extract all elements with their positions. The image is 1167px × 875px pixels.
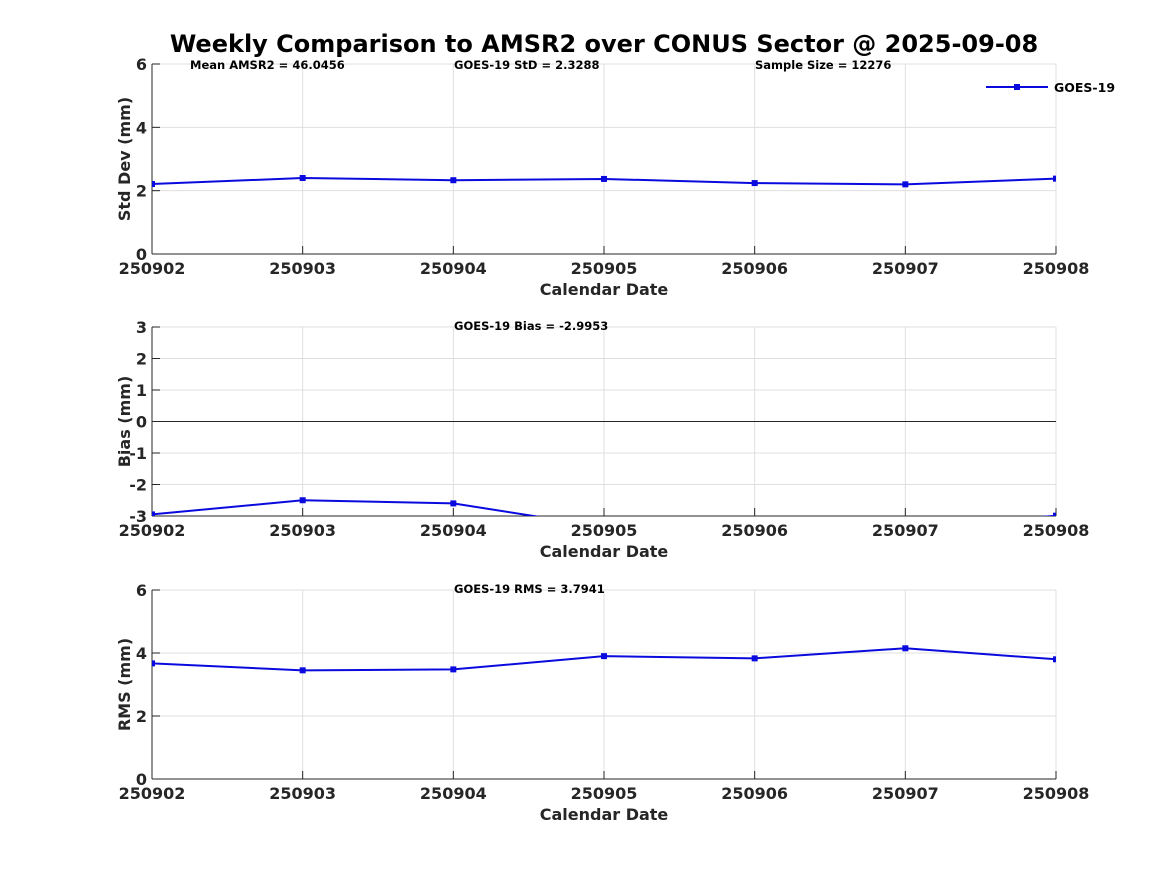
series-group (152, 497, 1056, 516)
x-tick-label: 250908 (1023, 521, 1090, 540)
series-group (152, 645, 1056, 674)
x-tick-label: 250902 (119, 784, 186, 803)
y-tick-label: -2 (129, 476, 147, 495)
x-axis-label: Calendar Date (540, 805, 669, 824)
y-tick-label: 6 (136, 55, 147, 74)
y-tick-label: -3 (129, 507, 147, 526)
x-tick-label: 250904 (420, 259, 487, 278)
y-tick-label: 0 (136, 413, 147, 432)
x-tick-label: 250908 (1023, 784, 1090, 803)
data-point (751, 655, 758, 662)
x-tick-label: 250903 (269, 521, 336, 540)
y-axis-label: Std Dev (mm) (115, 97, 134, 221)
y-axis-label: RMS (mm) (115, 638, 134, 731)
x-tick-label: 250903 (269, 784, 336, 803)
x-axis-label: Calendar Date (540, 280, 669, 299)
data-point (299, 175, 306, 181)
data-point (299, 667, 306, 674)
data-point (601, 653, 607, 660)
stat-annotation: GOES-19 StD = 2.3288 (454, 58, 599, 72)
x-tick-label: 250907 (872, 521, 939, 540)
stat-annotation: GOES-19 Bias = -2.9953 (454, 319, 608, 333)
x-tick-label: 250907 (872, 784, 939, 803)
data-point (450, 177, 457, 184)
x-tick-label: 250905 (571, 784, 638, 803)
y-tick-label: 4 (136, 118, 147, 137)
chart-panel-2: 250902 250903 250904 250905 250906 250907 2509… (115, 318, 1089, 561)
y-tick-label: 2 (136, 182, 147, 201)
figure-title: Weekly Comparison to AMSR2 over CONUS Se… (170, 30, 1038, 58)
legend-label: GOES-19 (1054, 80, 1115, 95)
y-tick-label: 2 (136, 707, 147, 726)
data-point (751, 180, 758, 187)
x-tick-label: 250904 (420, 784, 487, 803)
data-point (450, 666, 457, 673)
x-tick-label: 250905 (571, 521, 638, 540)
x-tick-label: 250902 (119, 259, 186, 278)
legend: GOES-19 (986, 80, 1115, 95)
series-group (152, 175, 1056, 188)
data-point (152, 660, 155, 667)
y-tick-label: 2 (136, 350, 147, 369)
stat-annotation: Mean AMSR2 = 46.0456 (190, 58, 345, 72)
data-point (1053, 175, 1056, 182)
data-point (902, 645, 909, 652)
y-tick-label: 3 (136, 318, 147, 337)
x-tick-label: 250903 (269, 259, 336, 278)
y-tick-label: 0 (136, 770, 147, 789)
data-point (902, 181, 909, 188)
y-axis-label: Bias (mm) (115, 376, 134, 468)
x-tick-label: 250906 (721, 784, 788, 803)
x-tick-label: 250906 (721, 259, 788, 278)
data-point (601, 175, 607, 182)
y-tick-label: 6 (136, 581, 147, 600)
x-tick-label: 250905 (571, 259, 638, 278)
x-axis-label: Calendar Date (540, 542, 669, 561)
y-tick-label: 4 (136, 644, 147, 663)
chart-panel-1: 250902 250903 250904 250905 250906 250907 2509… (115, 55, 1115, 299)
x-tick-label: 250908 (1023, 259, 1090, 278)
x-tick-label: 250907 (872, 259, 939, 278)
y-tick-label: 1 (136, 381, 147, 400)
x-tick-label: 250904 (420, 521, 487, 540)
data-point (299, 497, 306, 504)
legend-marker (1014, 84, 1020, 90)
x-tick-label: 250902 (119, 521, 186, 540)
chart-panel-3: 250902 250903 250904 250905 250906 250907 2509… (115, 581, 1089, 824)
data-point (450, 500, 457, 507)
data-point (1053, 656, 1056, 663)
stat-annotation: Sample Size = 12276 (755, 58, 891, 72)
stat-annotation: GOES-19 RMS = 3.7941 (454, 582, 605, 596)
data-point (152, 511, 155, 516)
y-tick-label: -1 (129, 444, 147, 463)
data-point (152, 181, 155, 188)
data-point (1053, 512, 1056, 516)
y-tick-label: 0 (136, 245, 147, 264)
x-tick-label: 250906 (721, 521, 788, 540)
